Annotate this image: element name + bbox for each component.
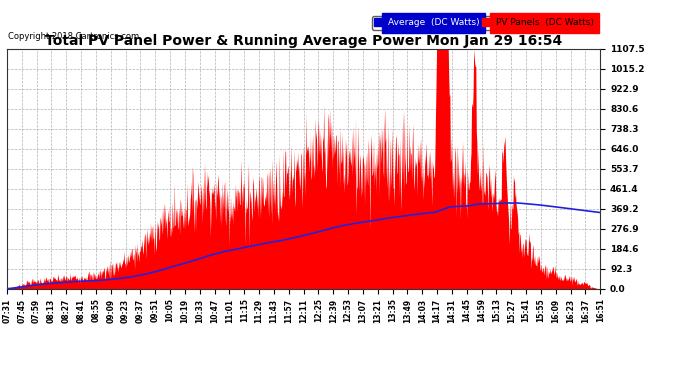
- Text: Copyright 2018 Cartronics.com: Copyright 2018 Cartronics.com: [8, 32, 139, 41]
- Title: Total PV Panel Power & Running Average Power Mon Jan 29 16:54: Total PV Panel Power & Running Average P…: [45, 34, 562, 48]
- Legend: Average  (DC Watts), PV Panels  (DC Watts): Average (DC Watts), PV Panels (DC Watts): [372, 16, 595, 30]
